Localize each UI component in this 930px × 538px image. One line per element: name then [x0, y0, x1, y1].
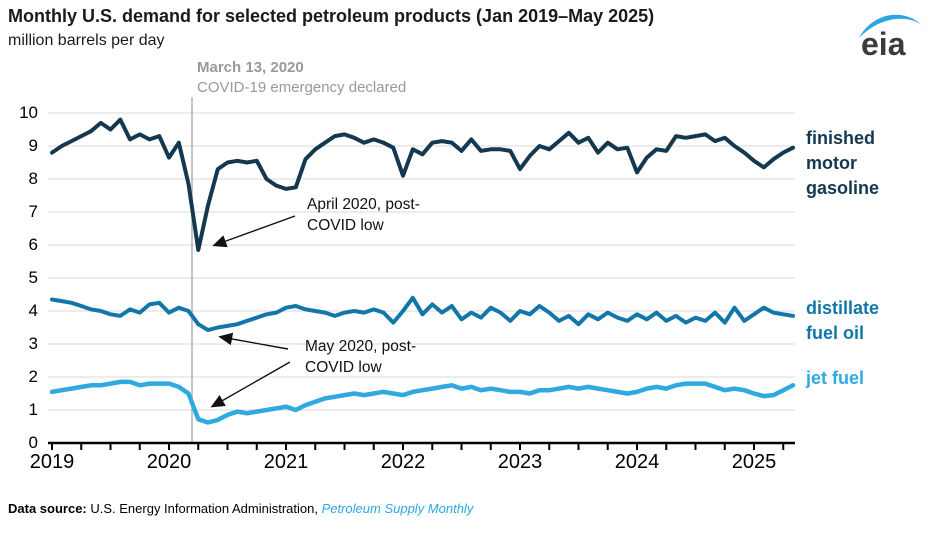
y-axis-label-0: 0	[28, 433, 38, 452]
y-axis-label-5: 5	[28, 268, 38, 287]
y-axis-label-8: 8	[28, 169, 38, 188]
eia-logo-text: eia	[861, 26, 906, 58]
x-axis-label-2024: 2024	[614, 451, 660, 473]
annotation-april-low-line2: COVID low	[307, 217, 384, 234]
arrow-may-distillate-low	[218, 332, 289, 350]
footer-source-text: U.S. Energy Information Administration,	[86, 501, 322, 516]
chart-title: Monthly U.S. demand for selected petrole…	[8, 6, 655, 26]
chart-subtitle: million barrels per day	[8, 32, 165, 49]
series-label-jet-fuel: jet fuel	[806, 368, 865, 388]
y-axis-label-1: 1	[28, 400, 38, 419]
series-label-finished-motor-gasoline: finished motor gasoline	[806, 128, 880, 198]
series-line-jet-fuel	[49, 379, 796, 425]
x-axis-label-2025: 2025	[731, 451, 777, 473]
series-line-finished-motor-gasoline	[50, 117, 795, 252]
y-axis-label-2: 2	[28, 367, 38, 386]
y-axis-label-10: 10	[19, 103, 38, 122]
series-line-distillate-fuel-oil	[50, 295, 795, 333]
annotation-april-low-line1: April 2020, post-	[307, 196, 420, 213]
annotation-april-low: April 2020, post- COVID low	[307, 194, 420, 236]
footer-source: Data source: U.S. Energy Information Adm…	[8, 501, 473, 516]
x-axis-label-2023: 2023	[497, 451, 543, 473]
x-axis-label-2019: 2019	[29, 451, 75, 473]
y-axis-label-7: 7	[28, 202, 38, 221]
event-annotation-desc: COVID-19 emergency declared	[197, 79, 407, 96]
annotation-may-low-line2: COVID low	[305, 359, 382, 376]
footer-source-link[interactable]: Petroleum Supply Monthly	[321, 501, 474, 516]
arrow-may-jet-low	[210, 361, 291, 408]
footer-source-label: Data source:	[8, 501, 87, 516]
x-axis-label-2021: 2021	[263, 451, 309, 473]
event-annotation-date: March 13, 2020	[197, 59, 304, 76]
y-axis-label-6: 6	[28, 235, 38, 254]
series-label-distillate-fuel-oil: distillate fuel oil	[806, 298, 880, 343]
arrow-april-gasoline-low	[212, 215, 296, 248]
annotation-may-low-line1: May 2020, post-	[305, 338, 417, 355]
y-axis-label-9: 9	[28, 136, 38, 155]
y-axis-label-3: 3	[28, 334, 38, 353]
eia-logo: eia	[859, 14, 922, 58]
x-axis-label-2022: 2022	[380, 451, 426, 473]
y-axis-label-4: 4	[28, 301, 38, 320]
event-annotation: March 13, 2020 COVID-19 emergency declar…	[197, 58, 406, 98]
x-axis-label-2020: 2020	[146, 451, 192, 473]
annotation-may-low: May 2020, post- COVID low	[305, 336, 416, 378]
eia-logo-swoosh-icon	[859, 14, 922, 38]
